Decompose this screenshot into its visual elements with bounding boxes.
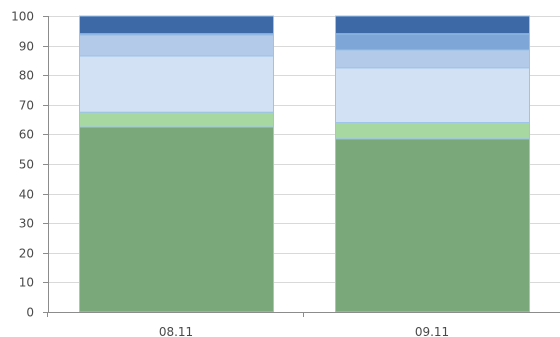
bars	[79, 15, 530, 313]
y-tick-label: 70	[19, 99, 34, 113]
y-tick-label: 80	[19, 69, 34, 83]
bar-segment	[335, 49, 530, 69]
axes	[43, 16, 560, 317]
labels: 0 10 20 30 40 50 60 70 80 90 100 08.11 09.11	[11, 10, 449, 337]
bar-segment	[79, 34, 274, 57]
y-tick-label: 50	[19, 158, 34, 172]
y-tick-label: 40	[19, 188, 34, 202]
bar-segment	[335, 15, 530, 35]
x-tick-label: 09.11	[415, 325, 449, 337]
bar-segment	[79, 126, 274, 313]
y-tick-label: 60	[19, 128, 34, 142]
y-tick-label: 10	[19, 276, 34, 290]
y-tick-label: 90	[19, 40, 34, 54]
bar-segment	[335, 67, 530, 124]
bar-segment	[79, 15, 274, 35]
y-tick-label: 20	[19, 247, 34, 261]
bar-segment	[79, 55, 274, 113]
y-tick-label: 0	[26, 306, 34, 320]
bar-segment	[335, 122, 530, 140]
bar-segment	[335, 138, 530, 313]
y-tick-label: 30	[19, 217, 34, 231]
x-tick-label: 08.11	[159, 325, 193, 337]
bar-segment	[335, 33, 530, 51]
y-tick-label: 100	[11, 10, 34, 24]
bar-segment	[79, 111, 274, 128]
